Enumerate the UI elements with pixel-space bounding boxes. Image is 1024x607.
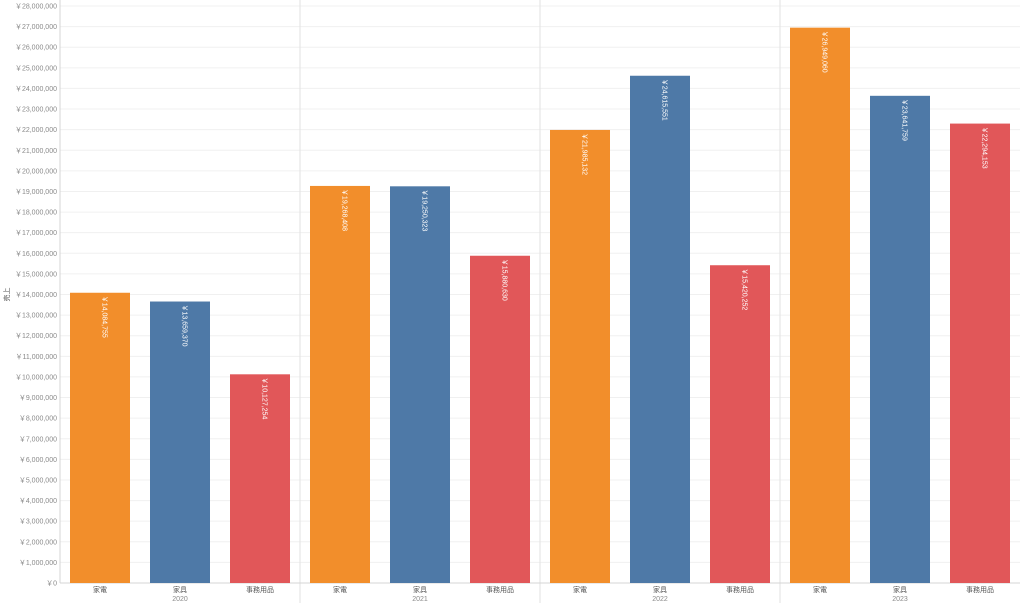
x-axis: 家電 家具 事務用品 2020 家電 家具 事務用品 2021 家電 家具 事務用品 2022 家電 家具… [93,585,994,603]
bar[interactable] [390,186,450,583]
y-axis-title: 売上 [2,288,11,302]
bar[interactable] [150,301,210,583]
category-label: 家具 [173,585,187,594]
y-tick-label: ￥27,000,000 [15,23,57,31]
y-tick-label: ￥12,000,000 [15,332,57,340]
y-tick-label: ￥16,000,000 [15,250,57,258]
category-label: 事務用品 [486,585,514,594]
bar-value-label: ￥19,268,408 [341,189,349,231]
y-tick-label: ￥20,000,000 [15,167,57,175]
bar[interactable] [630,75,690,583]
y-tick-label: ￥5,000,000 [19,476,57,484]
bar[interactable] [70,292,130,583]
bar-value-label: ￥19,250,323 [421,189,429,231]
category-label: 家電 [813,585,827,594]
bar[interactable] [470,255,530,583]
y-tick-label: ￥14,000,000 [15,291,57,299]
y-tick-label: ￥26,000,000 [15,44,57,52]
category-label: 家電 [333,585,347,594]
bar-value-label: ￥23,641,759 [901,99,909,141]
y-tick-label: ￥18,000,000 [15,209,57,217]
bar[interactable] [790,27,850,584]
category-label: 家具 [893,585,907,594]
bars-layer: ￥14,084,755 ￥13,659,370 ￥10,127,254 ￥19,268… [70,27,1010,584]
bar[interactable] [550,129,610,583]
bar-value-label: ￥26,949,060 [821,31,829,73]
category-label: 家具 [413,585,427,594]
y-tick-label: ￥7,000,000 [19,435,57,443]
bar-value-label: ￥13,659,370 [181,305,189,347]
category-label: 事務用品 [726,585,754,594]
y-tick-label: ￥13,000,000 [15,312,57,320]
y-tick-label: ￥15,000,000 [15,270,57,278]
year-label: 2020 [172,596,188,603]
bar[interactable] [950,123,1010,583]
y-tick-label: ￥2,000,000 [19,538,57,546]
y-tick-label: ￥3,000,000 [19,518,57,526]
category-label: 家電 [573,585,587,594]
bar[interactable] [230,374,290,583]
y-tick-label: ￥19,000,000 [15,188,57,196]
category-label: 事務用品 [966,585,994,594]
y-tick-label: ￥22,000,000 [15,126,57,134]
bar-value-label: ￥14,084,755 [101,296,109,338]
y-tick-label: ￥10,000,000 [15,373,57,381]
bar-value-label: ￥24,615,551 [661,79,669,121]
y-tick-label: ￥0 [46,580,57,588]
category-label: 事務用品 [246,585,274,594]
year-label: 2023 [892,596,908,603]
y-tick-label: ￥1,000,000 [19,559,57,567]
year-label: 2022 [652,596,668,603]
y-tick-label: ￥8,000,000 [19,415,57,423]
bar-value-label: ￥21,985,132 [581,133,589,175]
bar-value-label: ￥15,420,252 [741,268,749,310]
y-tick-label: ￥6,000,000 [19,456,57,464]
category-label: 家具 [653,585,667,594]
bar[interactable] [310,185,370,583]
bar[interactable] [870,95,930,583]
y-tick-label: ￥25,000,000 [15,64,57,72]
y-tick-label: ￥9,000,000 [19,394,57,402]
y-tick-label: ￥11,000,000 [15,353,57,361]
bar[interactable] [710,265,770,583]
year-label: 2021 [412,596,428,603]
y-tick-label: ￥4,000,000 [19,497,57,505]
y-tick-label: ￥28,000,000 [15,3,57,11]
y-tick-label: ￥24,000,000 [15,85,57,93]
bar-value-label: ￥10,127,254 [261,377,269,419]
bar-value-label: ￥15,880,630 [501,259,509,301]
y-axis: ￥0 ￥1,000,000 ￥2,000,000 ￥3,000,000 ￥4,000,0… [15,0,1020,588]
grid-layer [60,0,1020,603]
y-tick-label: ￥23,000,000 [15,106,57,114]
y-tick-label: ￥17,000,000 [15,229,57,237]
y-tick-label: ￥21,000,000 [15,147,57,155]
category-label: 家電 [93,585,107,594]
bar-value-label: ￥22,294,153 [981,127,989,169]
